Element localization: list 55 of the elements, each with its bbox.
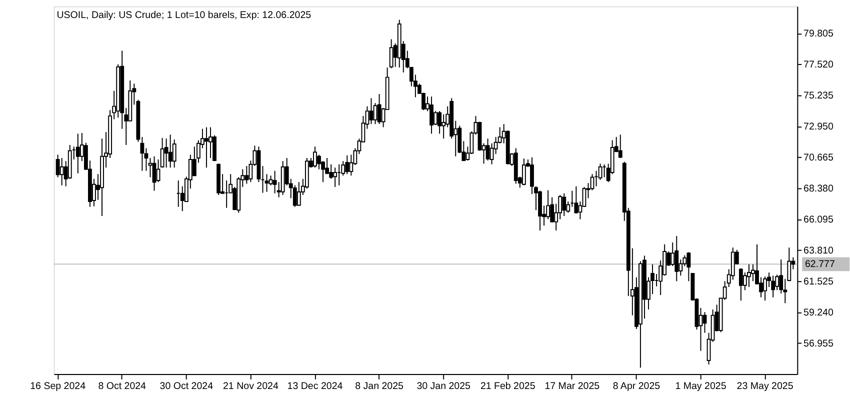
y-tick-label: 75.235	[804, 90, 834, 102]
candlestick	[272, 170, 277, 194]
x-tick-label: 8 Apr 2025	[612, 381, 661, 392]
candlestick	[152, 156, 156, 192]
x-tick-label: 17 Mar 2025	[544, 381, 600, 392]
candlestick	[522, 158, 526, 186]
candlestick	[562, 192, 566, 216]
candlestick	[164, 138, 168, 168]
candlestick	[168, 134, 172, 168]
x-tick-label: 21 Feb 2025	[480, 381, 536, 392]
candlestick	[60, 157, 64, 186]
candlestick	[674, 236, 679, 282]
candlestick	[490, 142, 494, 165]
candlestick	[702, 312, 707, 334]
candlestick	[763, 276, 767, 302]
x-tick-label: 8 Oct 2024	[98, 381, 147, 392]
candlestick	[345, 154, 350, 175]
x-tick-label: 30 Oct 2024	[160, 381, 214, 392]
candlestick	[389, 38, 394, 69]
candlestick	[747, 264, 751, 288]
x-tick-label: 16 Sep 2024	[30, 381, 86, 392]
y-tick-label: 70.665	[804, 152, 834, 164]
x-tick-label: 21 Nov 2024	[223, 381, 279, 392]
candlestick	[313, 146, 317, 168]
candlestick	[76, 133, 80, 174]
x-tick-label: 30 Jan 2025	[416, 381, 472, 392]
y-tick-label: 59.240	[804, 308, 834, 319]
candlestick	[430, 96, 434, 134]
y-tick-label: 72.950	[804, 122, 834, 133]
y-tick-label: 79.805	[804, 28, 834, 40]
y-tick-label: 77.520	[804, 60, 834, 71]
candlestick	[438, 110, 442, 134]
candlestick	[369, 98, 374, 125]
y-tick-label: 66.095	[804, 214, 834, 226]
candlestick	[771, 275, 776, 298]
x-tick-label: 1 May 2025	[675, 381, 727, 392]
candlestick	[618, 134, 622, 158]
x-tick-label: 8 Jan 2025	[355, 381, 404, 392]
candlestick	[333, 167, 338, 188]
candlestick	[738, 268, 743, 302]
y-tick-label: 61.525	[804, 276, 834, 288]
candlestick	[264, 174, 269, 192]
ref-line-label: 62.777	[805, 259, 835, 270]
candlestick	[373, 102, 378, 125]
candlestick	[590, 174, 594, 191]
candlestick	[296, 182, 301, 206]
x-tick-label: 13 Dec 2024	[287, 381, 344, 392]
y-tick-label: 68.380	[804, 184, 834, 195]
candlestick	[377, 93, 382, 125]
y-tick-label: 63.810	[804, 246, 834, 257]
y-tick-label: 56.955	[804, 338, 834, 350]
chart-title: USOIL, Daily: US Crude; 1 Lot=10 barels, Exp: 12.06.2025	[56, 10, 312, 22]
x-tick-label: 23 May 2025	[736, 381, 794, 392]
candlestick	[486, 138, 490, 162]
candlestick	[204, 126, 208, 168]
